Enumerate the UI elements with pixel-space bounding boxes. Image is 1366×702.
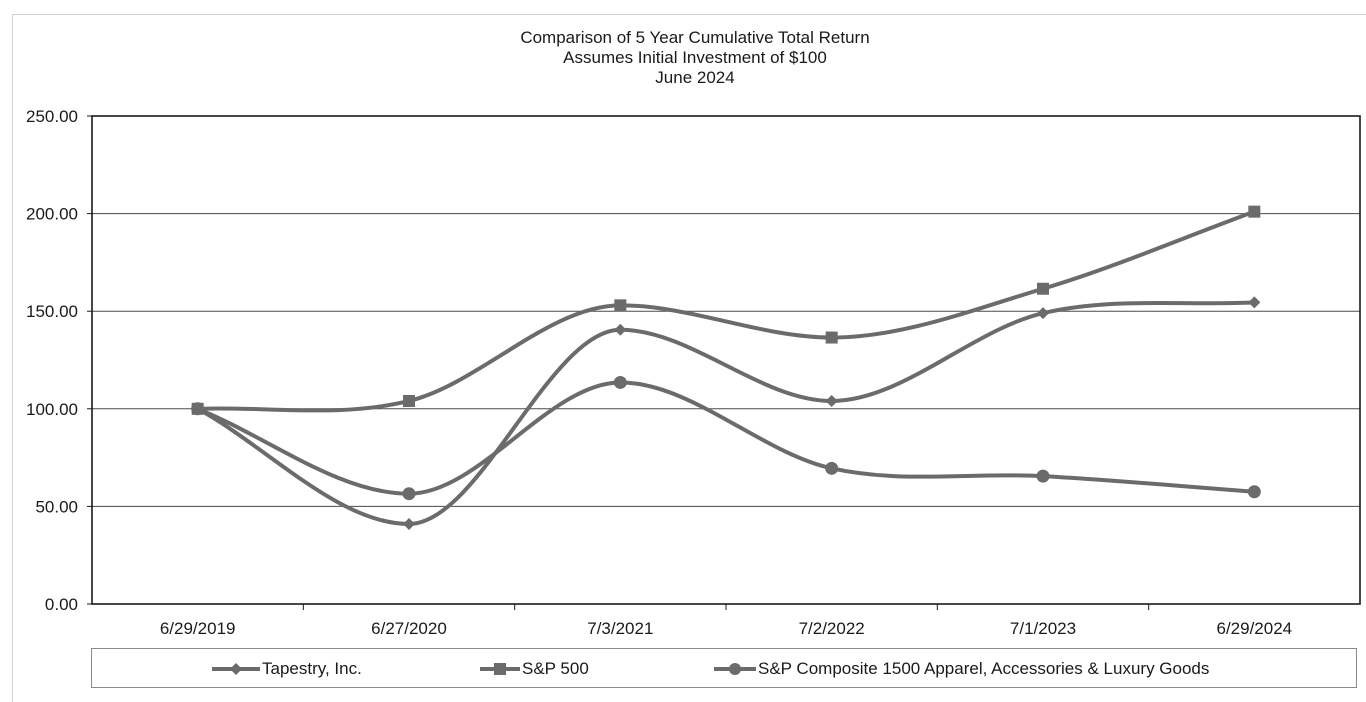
legend-item-tapestry: Tapestry, Inc.	[212, 649, 362, 689]
series-markers	[191, 205, 1261, 530]
data-point-circle	[191, 402, 205, 416]
data-point-circle	[1036, 469, 1050, 483]
gridlines	[87, 115, 1360, 605]
x-tick-label: 6/29/2019	[160, 619, 236, 638]
x-tick-label: 7/1/2023	[1010, 619, 1076, 638]
series-line-diamond	[195, 300, 1257, 526]
data-point-diamond	[1037, 307, 1049, 320]
y-axis-tick-labels: 0.00 50.00 100.00 150.00 200.00 250.00	[26, 107, 78, 614]
x-axis-tick-labels: 6/29/2019 6/27/2020 7/3/2021 7/2/2022 7/1/20…	[160, 604, 1292, 638]
y-tick-label: 100.00	[26, 400, 78, 419]
chart-title-block: Comparison of 5 Year Cumulative Total Re…	[0, 28, 1366, 88]
x-tick-label: 6/27/2020	[371, 619, 447, 638]
data-point-circle	[825, 461, 839, 475]
legend: Tapestry, Inc. S&P 500 S&P Composite 150…	[91, 648, 1357, 688]
legend-label-tapestry: Tapestry, Inc.	[262, 659, 362, 678]
data-point-circle	[613, 375, 627, 389]
data-point-diamond	[403, 517, 415, 530]
data-point-square	[1248, 205, 1261, 218]
chart-subtitle-line-2: June 2024	[655, 68, 735, 87]
chart-title: Comparison of 5 Year Cumulative Total Re…	[520, 28, 870, 47]
y-tick-label: 0.00	[45, 595, 78, 614]
data-point-circle	[1247, 485, 1261, 499]
series-lines	[195, 209, 1257, 526]
y-tick-label: 50.00	[35, 497, 78, 516]
legend-swatch-circle-icon	[714, 663, 756, 675]
legend-item-sp-composite-1500: S&P Composite 1500 Apparel, Accessories …	[714, 649, 1209, 689]
series-line-square	[195, 209, 1257, 413]
y-tick-label: 250.00	[26, 107, 78, 126]
data-point-square	[403, 394, 415, 407]
data-point-square	[614, 299, 627, 312]
legend-label-sp500: S&P 500	[522, 659, 589, 678]
x-tick-label: 6/29/2024	[1217, 619, 1293, 638]
x-tick-label: 7/3/2021	[587, 619, 653, 638]
legend-swatch-diamond-icon	[212, 663, 260, 675]
y-tick-label: 150.00	[26, 302, 78, 321]
data-point-diamond	[614, 323, 627, 336]
data-point-diamond	[1248, 296, 1261, 309]
legend-item-sp500: S&P 500	[480, 649, 589, 689]
series-line-circle	[195, 380, 1257, 496]
chart-subtitle-line-1: Assumes Initial Investment of $100	[563, 48, 827, 67]
y-tick-label: 200.00	[26, 205, 78, 224]
chart-frame	[12, 14, 1366, 702]
legend-label-sp-composite-1500: S&P Composite 1500 Apparel, Accessories …	[758, 659, 1210, 678]
data-point-square	[1037, 282, 1049, 295]
data-point-diamond	[825, 394, 838, 407]
x-tick-label: 7/2/2022	[799, 619, 865, 638]
legend-swatch-square-icon	[480, 663, 520, 675]
data-point-circle	[402, 487, 416, 501]
plot-area-border	[91, 115, 1361, 605]
data-point-square	[825, 331, 838, 344]
